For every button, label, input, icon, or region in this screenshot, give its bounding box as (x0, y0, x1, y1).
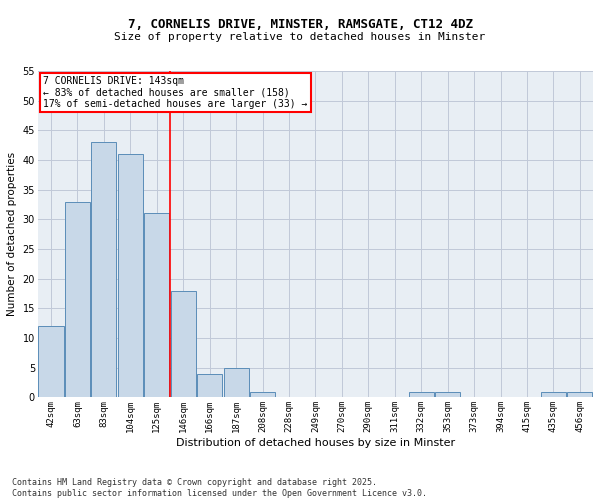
Text: 7, CORNELIS DRIVE, MINSTER, RAMSGATE, CT12 4DZ: 7, CORNELIS DRIVE, MINSTER, RAMSGATE, CT… (128, 18, 473, 30)
Bar (197, 374, 222, 398)
Bar (91, 142, 116, 398)
Bar (541, 392, 566, 398)
Bar (224, 368, 248, 398)
Text: Contains HM Land Registry data © Crown copyright and database right 2025.
Contai: Contains HM Land Registry data © Crown c… (12, 478, 427, 498)
Bar (250, 392, 275, 398)
Bar (567, 392, 592, 398)
Bar (409, 392, 434, 398)
Bar (170, 290, 196, 398)
Bar (435, 392, 460, 398)
Bar (38, 326, 64, 398)
Bar (144, 214, 169, 398)
Y-axis label: Number of detached properties: Number of detached properties (7, 152, 17, 316)
X-axis label: Distribution of detached houses by size in Minster: Distribution of detached houses by size … (176, 438, 455, 448)
Bar (118, 154, 143, 398)
Text: Size of property relative to detached houses in Minster: Size of property relative to detached ho… (115, 32, 485, 42)
Text: 7 CORNELIS DRIVE: 143sqm
← 83% of detached houses are smaller (158)
17% of semi-: 7 CORNELIS DRIVE: 143sqm ← 83% of detach… (43, 76, 308, 109)
Bar (65, 202, 90, 398)
